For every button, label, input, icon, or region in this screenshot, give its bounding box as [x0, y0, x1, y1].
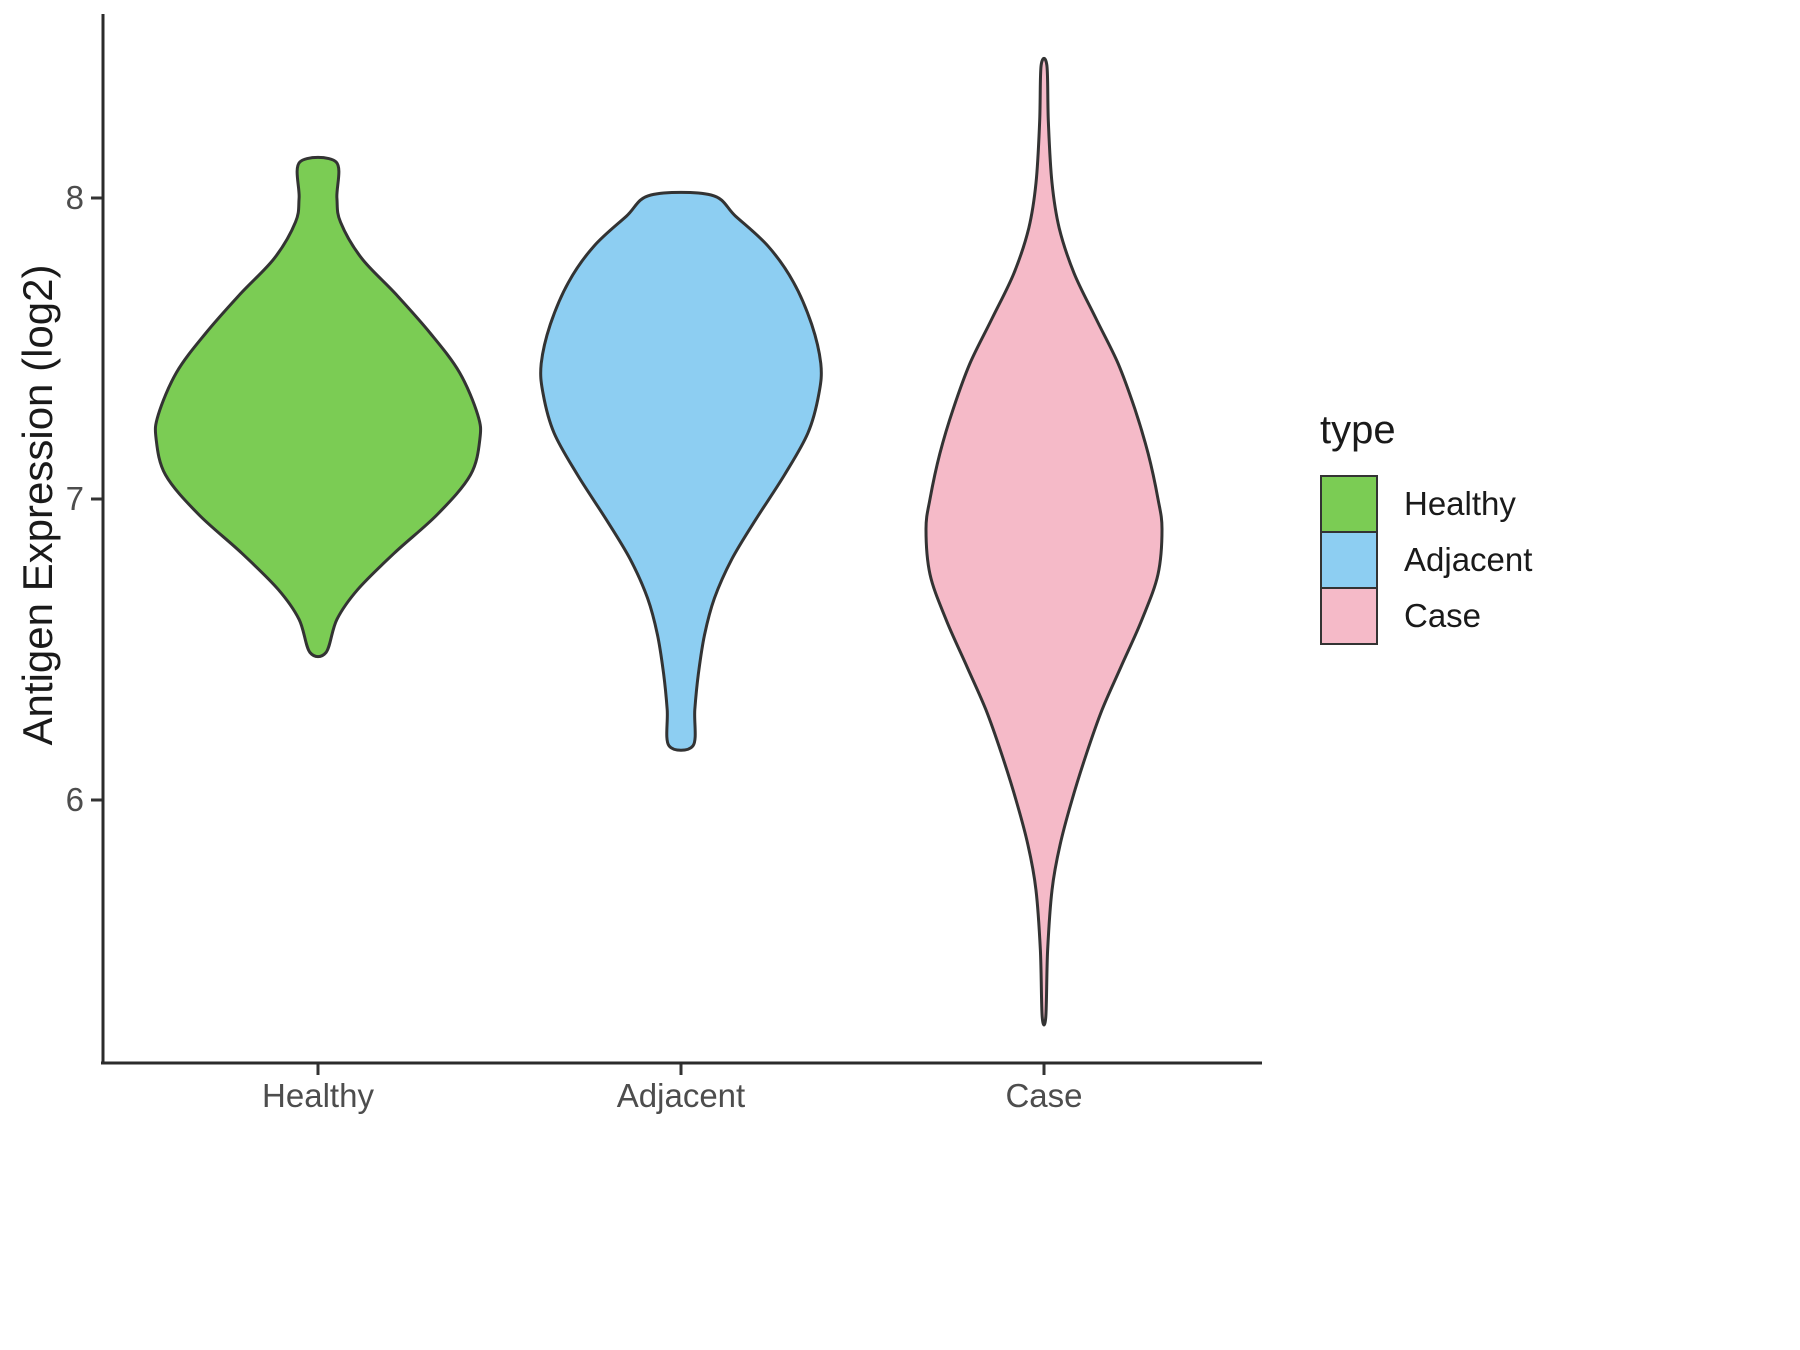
- legend: type Healthy Adjacent Case: [1320, 408, 1532, 645]
- axis-ticks-layer: [91, 196, 1046, 1075]
- violin-case: [924, 56, 1164, 1027]
- x-category-label-adjacent: Adjacent: [616, 1077, 746, 1114]
- x-category-label-healthy: Healthy: [262, 1077, 374, 1114]
- legend-swatch-adjacent: [1320, 531, 1378, 589]
- legend-entry-case: Case: [1320, 587, 1532, 645]
- legend-entry-healthy: Healthy: [1320, 475, 1532, 533]
- y-tick-label-8: 8: [65, 179, 84, 216]
- legend-title: type: [1320, 408, 1396, 452]
- legend-swatch-case: [1320, 587, 1378, 645]
- x-category-label-case: Case: [1005, 1077, 1083, 1114]
- legend-entry-adjacent: Adjacent: [1320, 531, 1532, 589]
- legend-label-adjacent: Adjacent: [1404, 541, 1533, 578]
- y-tick-label-7: 7: [65, 480, 84, 517]
- violin-healthy: [153, 155, 483, 659]
- violin-adjacent: [539, 190, 823, 752]
- violins-layer: [153, 56, 1164, 1027]
- legend-label-case: Case: [1404, 597, 1482, 634]
- legend-swatch-healthy: [1320, 475, 1378, 533]
- y-tick-label-6: 6: [65, 781, 84, 818]
- legend-label-healthy: Healthy: [1404, 485, 1516, 522]
